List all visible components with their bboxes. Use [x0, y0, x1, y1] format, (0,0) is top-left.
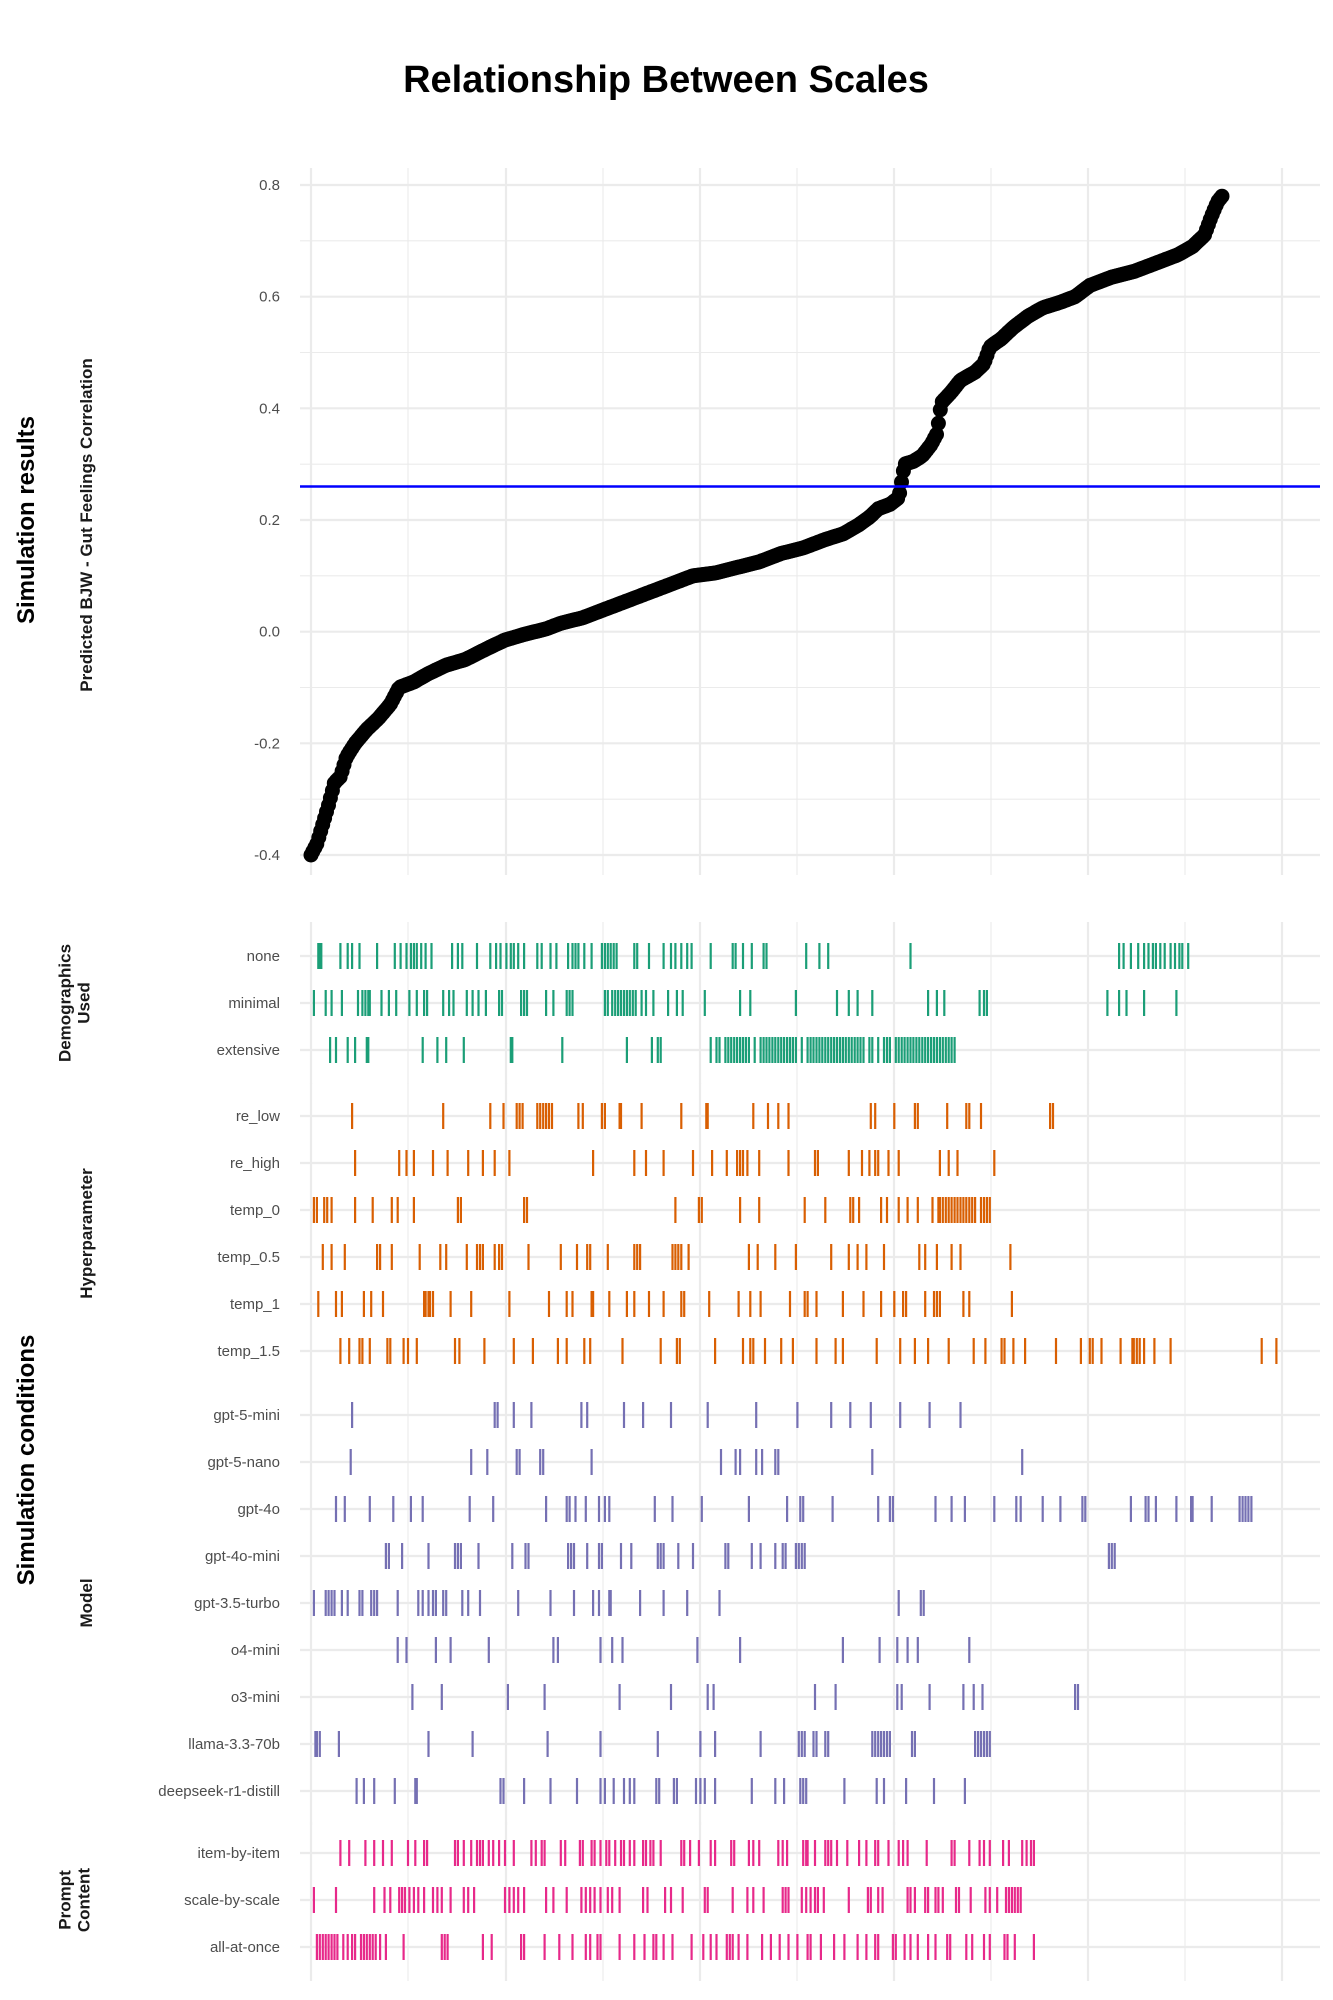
y-tick-label: 0.2	[259, 512, 280, 529]
data-point	[1214, 188, 1230, 204]
y-tick-label: 0.8	[259, 177, 280, 194]
top-panel-grid	[300, 168, 1320, 875]
rug-panel: Demographics Used none minimal extensive	[56, 922, 1320, 1084]
top-panel-points	[303, 188, 1230, 863]
facet-label: Prompt	[56, 1870, 75, 1930]
row-label: re_high	[230, 1155, 280, 1172]
y-tick-label: 0.4	[259, 400, 280, 417]
facet-label: Demographics	[56, 944, 75, 1062]
row-label: none	[247, 948, 280, 965]
row-label: gpt-4o	[237, 1501, 280, 1518]
row-label: extensive	[217, 1042, 280, 1059]
chart-title: Relationship Between Scales	[403, 59, 929, 101]
outer-label-results: Simulation results	[13, 416, 40, 624]
rug-panel: Prompt Content item-by-item scale-by-scale a…	[56, 1822, 1320, 1981]
y-axis-label: Predicted BJW - Gut Feelings Correlation	[77, 358, 96, 691]
row-label: temp_1.5	[217, 1343, 280, 1360]
row-label: o3-mini	[231, 1689, 280, 1706]
facet-label: Model	[77, 1578, 96, 1627]
row-label: llama-3.3-70b	[188, 1736, 280, 1753]
y-tick-label: 0.0	[259, 624, 280, 641]
rug-panel: Model gpt-5-mini gpt-5-nano gpt-4o gpt-4o-mi…	[77, 1385, 1320, 1825]
row-label: o4-mini	[231, 1642, 280, 1659]
top-panel-y-ticks: -0.4 -0.2 0.0 0.2 0.4 0.6 0.8	[254, 177, 280, 864]
row-label: temp_0	[230, 1202, 280, 1219]
data-point	[929, 426, 944, 442]
facet-label: Hyperparameter	[77, 1168, 96, 1299]
rug-panels: Demographics Used none minimal extensive Hype…	[56, 922, 1320, 1981]
row-label: minimal	[228, 995, 280, 1012]
row-label: all-at-once	[210, 1939, 280, 1956]
row-label: item-by-item	[197, 1845, 280, 1862]
row-label: scale-by-scale	[184, 1892, 280, 1909]
row-label: deepseek-r1-distill	[158, 1783, 280, 1800]
row-label: gpt-5-nano	[207, 1454, 280, 1471]
row-label: temp_1	[230, 1296, 280, 1313]
y-tick-label: 0.6	[259, 289, 280, 306]
row-label: gpt-4o-mini	[205, 1548, 280, 1565]
row-label: gpt-5-mini	[213, 1407, 280, 1424]
row-label: re_low	[236, 1108, 280, 1125]
row-label: gpt-3.5-turbo	[194, 1595, 280, 1612]
facet-label: Content	[75, 1868, 94, 1933]
y-tick-label: -0.2	[254, 735, 280, 752]
outer-label-conditions: Simulation conditions	[13, 1335, 40, 1586]
row-label: temp_0.5	[217, 1249, 280, 1266]
y-tick-label: -0.4	[254, 847, 280, 864]
data-point	[930, 415, 946, 431]
facet-label: Used	[75, 982, 94, 1024]
rug-panel: Hyperparameter re_low re_high temp_0 temp_0.…	[77, 1083, 1320, 1385]
